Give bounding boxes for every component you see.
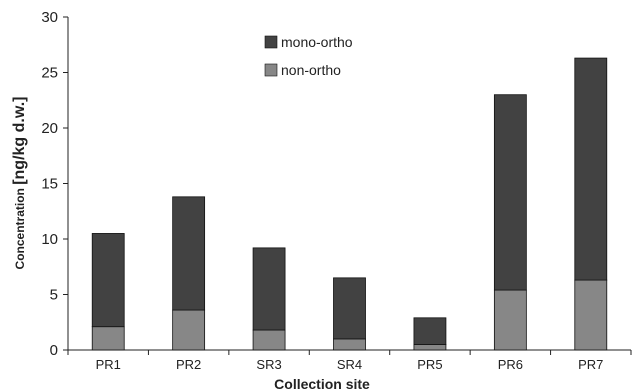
bar-mono-ortho-PR5 bbox=[413, 317, 447, 345]
legend-label-mono-ortho: mono-ortho bbox=[281, 34, 353, 50]
bars-group bbox=[91, 57, 608, 351]
bar-mono-ortho-PR7 bbox=[574, 57, 608, 281]
legend: mono-ortho non-ortho bbox=[264, 34, 353, 78]
x-tick-label: PR5 bbox=[417, 357, 442, 372]
x-tick-label: SR4 bbox=[337, 357, 362, 372]
y-tick-labels: 0 5 10 15 20 25 30 bbox=[41, 9, 58, 359]
legend-swatch-mono-ortho bbox=[264, 35, 278, 49]
bar-mono-ortho-PR2 bbox=[172, 196, 206, 311]
bar-non-ortho-PR7 bbox=[574, 279, 608, 351]
x-tick-label: PR7 bbox=[578, 357, 603, 372]
y-tick-label: 10 bbox=[41, 231, 58, 248]
y-tick-label: 25 bbox=[41, 65, 58, 82]
y-tick-label: 30 bbox=[41, 9, 58, 26]
y-tick-label: 20 bbox=[41, 120, 58, 137]
bar-non-ortho-PR2 bbox=[172, 309, 206, 351]
x-axis-title: Collection site bbox=[274, 376, 370, 392]
y-tick-label: 15 bbox=[41, 176, 58, 193]
axes bbox=[63, 16, 632, 355]
bar-non-ortho-PR6 bbox=[493, 289, 527, 351]
x-tick-label: SR3 bbox=[256, 357, 281, 372]
legend-swatch-non-ortho bbox=[264, 63, 278, 77]
y-tick-label: 0 bbox=[50, 342, 58, 359]
bar-mono-ortho-PR6 bbox=[493, 94, 527, 291]
x-tick-label: PR2 bbox=[176, 357, 201, 372]
x-tick-label: PR6 bbox=[498, 357, 523, 372]
bar-mono-ortho-PR1 bbox=[91, 233, 125, 328]
x-tick-label: PR1 bbox=[96, 357, 121, 372]
bar-non-ortho-PR1 bbox=[91, 326, 125, 351]
bar-mono-ortho-SR4 bbox=[333, 277, 366, 340]
x-tick-labels: PR1 PR2 SR3 SR4 PR5 PR6 PR7 bbox=[96, 357, 604, 372]
y-tick-label: 5 bbox=[50, 287, 58, 304]
bar-non-ortho-SR3 bbox=[252, 329, 286, 351]
bar-non-ortho-PR5 bbox=[413, 344, 447, 351]
bar-non-ortho-SR4 bbox=[333, 338, 366, 351]
y-axis-title-unit: [ng/kg d.w.] bbox=[11, 97, 28, 185]
legend-label-non-ortho: non-ortho bbox=[281, 62, 341, 78]
y-axis-title-prefix: Concentration bbox=[13, 185, 27, 270]
bar-mono-ortho-SR3 bbox=[252, 247, 286, 331]
y-axis-title: Concentration [ng/kg d.w.] bbox=[11, 97, 28, 270]
